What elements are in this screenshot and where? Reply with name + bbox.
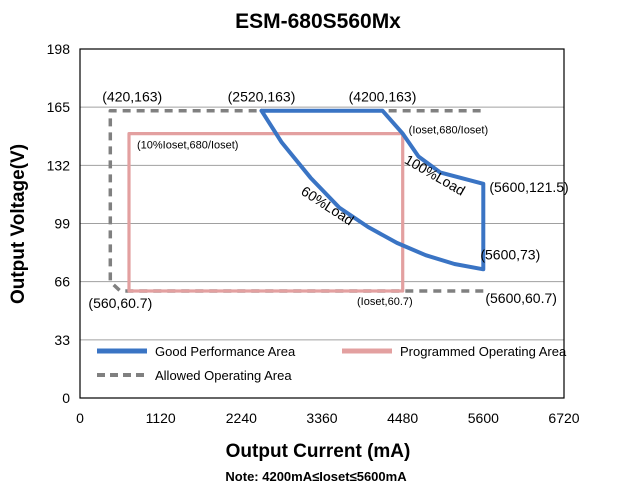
legend-label: Allowed Operating Area bbox=[155, 368, 292, 383]
y-tick-label: 198 bbox=[47, 41, 71, 57]
annotation-label: (560,60.7) bbox=[88, 295, 152, 311]
annotation-label: 60%Load bbox=[298, 183, 356, 229]
series-programmed bbox=[127, 132, 405, 293]
annotation-label: (Ioset,680/Ioset) bbox=[409, 125, 489, 137]
y-tick-label: 99 bbox=[54, 216, 70, 232]
x-tick-label: 3360 bbox=[306, 410, 337, 426]
x-axis-label: Output Current (mA) bbox=[226, 441, 411, 462]
series-allowed bbox=[108, 108, 484, 293]
annotation-label: (5600,73) bbox=[480, 246, 540, 262]
x-tick-label: 0 bbox=[76, 410, 84, 426]
plot-frame bbox=[79, 48, 565, 399]
annotation-label: (4200,163) bbox=[349, 89, 417, 105]
legend-label: Programmed Operating Area bbox=[400, 344, 567, 359]
legend-label: Good Performance Area bbox=[155, 344, 296, 359]
x-tick-label: 4480 bbox=[387, 410, 418, 426]
axes: 0 33 66 99 132 165 198 0 1120 2240 3360 4480 5600 672… bbox=[47, 41, 580, 426]
y-tick-label: 66 bbox=[54, 274, 70, 290]
annotation-label: (Ioset,60.7) bbox=[357, 296, 413, 308]
annotation-label: 100%Load bbox=[402, 151, 468, 198]
series-good bbox=[259, 108, 486, 272]
annotation-label: (5600,60.7) bbox=[485, 290, 557, 306]
x-tick-label: 5600 bbox=[468, 410, 499, 426]
series-layer bbox=[108, 108, 486, 293]
chart-title: ESM-680S560Mx bbox=[235, 10, 401, 33]
y-tick-label: 165 bbox=[47, 99, 71, 115]
x-tick-label: 2240 bbox=[226, 410, 257, 426]
legend: Good Performance Area Programmed Operatin… bbox=[97, 344, 567, 383]
y-tick-label: 33 bbox=[54, 332, 70, 348]
y-tick-label: 132 bbox=[47, 157, 71, 173]
y-axis-label: Output Voltage(V) bbox=[8, 144, 29, 304]
x-tick-label: 6720 bbox=[548, 410, 579, 426]
x-tick-label: 1120 bbox=[146, 410, 176, 426]
annotations: (420,163) (2520,163) (4200,163) (Ioset,680/… bbox=[88, 89, 568, 311]
annotation-label: (420,163) bbox=[102, 89, 162, 105]
annotation-label: (10%Ioset,680/Ioset) bbox=[137, 140, 239, 152]
annotation-label: (2520,163) bbox=[228, 89, 296, 105]
annotation-label: (5600,121.5) bbox=[489, 179, 568, 195]
grid bbox=[80, 106, 564, 341]
y-tick-label: 0 bbox=[62, 390, 70, 406]
chart-note: Note: 4200mA≤Ioset≤5600mA bbox=[225, 469, 407, 484]
